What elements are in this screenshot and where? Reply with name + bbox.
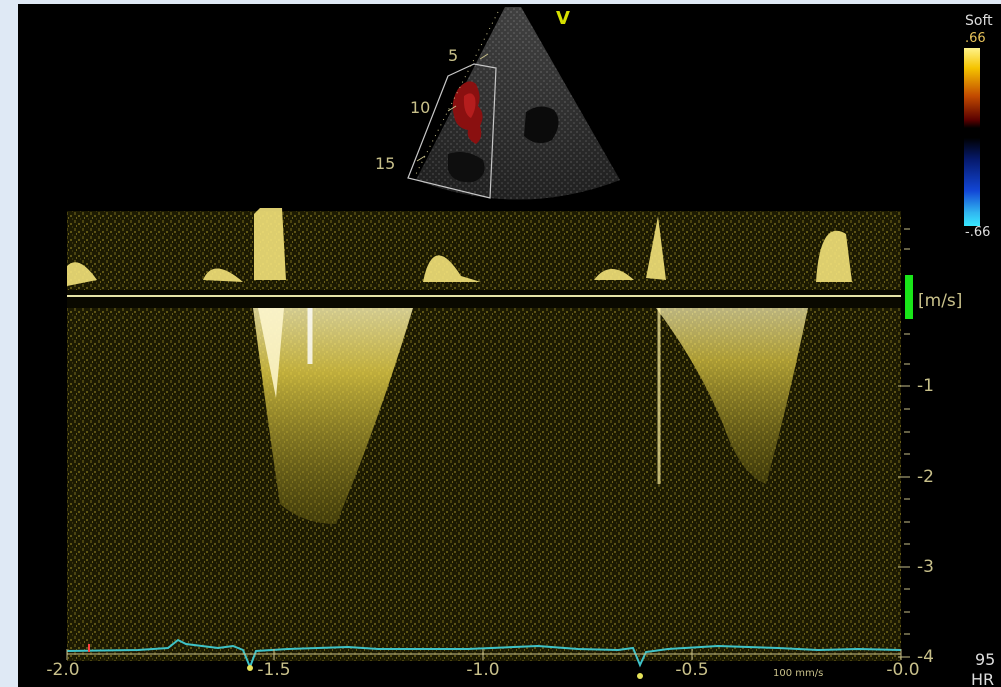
heart-rate-label: HR <box>971 670 995 687</box>
sweep-speed-label: 100 mm/s <box>773 668 824 679</box>
color-scale-min: -.66 <box>965 225 991 240</box>
color-map-label: Soft <box>965 13 993 29</box>
velocity-scale-marker <box>905 275 913 319</box>
velocity-tick-label: -1 <box>917 376 934 396</box>
velocity-tick-label: -4 <box>917 647 934 667</box>
color-scale-max: .66 <box>965 31 986 46</box>
time-tick-label: -0.0 <box>886 660 920 680</box>
time-tick-label: -1.5 <box>257 660 291 680</box>
time-tick-label: -0.5 <box>675 660 709 680</box>
color-scale-negative <box>964 138 980 226</box>
depth-label-10: 10 <box>410 98 431 117</box>
doppler-spectrum <box>66 208 913 679</box>
velocity-tick-label: -2 <box>917 467 934 487</box>
depth-label-5: 5 <box>448 46 459 65</box>
time-tick-label: -2.0 <box>46 660 80 680</box>
sector-image <box>407 7 620 200</box>
heart-rate-value: 95 <box>975 650 996 669</box>
velocity-unit-label: [m/s] <box>918 291 963 311</box>
color-scale-positive <box>964 48 980 128</box>
time-tick-label: -1.0 <box>466 660 500 680</box>
velocity-tick-label: -3 <box>917 557 934 577</box>
depth-label-15: 15 <box>375 154 396 173</box>
flow-envelope-1 <box>253 308 413 524</box>
flow-envelope-2 <box>656 308 808 484</box>
ultrasound-display: 5 10 15 V Soft .66 -.66 <box>18 4 1001 687</box>
doppler-sample-box[interactable] <box>407 63 497 199</box>
probe-orientation-marker: V <box>556 8 570 29</box>
ecg-trace <box>66 638 902 670</box>
